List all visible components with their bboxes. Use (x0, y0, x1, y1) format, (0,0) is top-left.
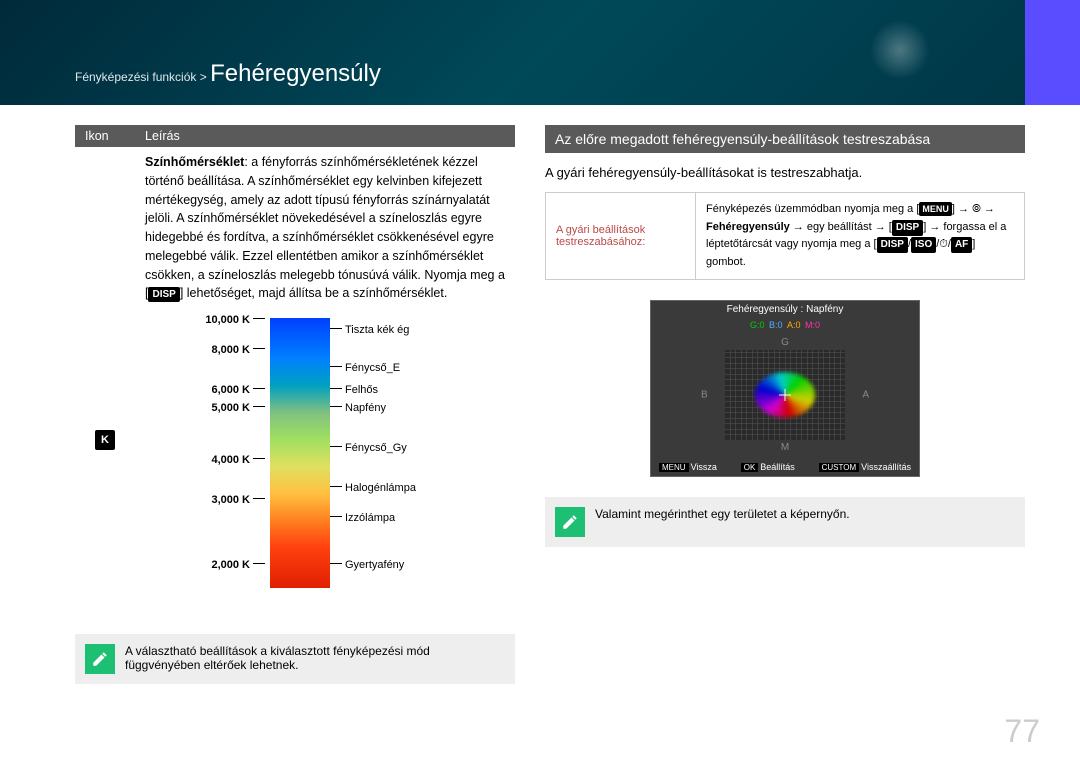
note-text-1: A választható beállítások a kiválasztott… (125, 644, 505, 672)
note-box-2: Valamint megérinthet egy területet a kép… (545, 497, 1025, 547)
temp-desc-label: Halogénlámpa (345, 480, 416, 497)
temp-k-label: 5,000 K (165, 400, 250, 417)
temp-k-label: 6,000 K (165, 382, 250, 399)
menu-button-icon: MENU (919, 202, 952, 216)
temp-k-label: 2,000 K (165, 557, 250, 574)
crosshair-icon (779, 389, 791, 401)
note-text-2: Valamint megérinthet egy területet a kép… (595, 507, 850, 521)
instruction-steps: Fényképezés üzemmódban nyomja meg a [MEN… (696, 193, 1024, 279)
pen-icon (85, 644, 115, 674)
breadcrumb-section: Fényképezési funkciók > (75, 70, 207, 84)
temp-desc-label: Fénycső_Gy (345, 440, 407, 457)
note-box-1: A választható beállítások a kiválasztott… (75, 634, 515, 684)
color-temperature-chart: 10,000 KTiszta kék ég8,000 KFénycső_E6,0… (165, 318, 505, 608)
wb-grid[interactable] (725, 350, 845, 440)
temp-desc-label: Napfény (345, 400, 386, 417)
cam-values: G:0 B:0 A:0 M:0 (651, 318, 919, 332)
camera-icon: ⦾ (972, 203, 981, 215)
temp-k-label: 8,000 K (165, 342, 250, 359)
breadcrumb: Fényképezési funkciók > Fehéregyensúly (75, 60, 381, 88)
description-table: Ikon Leírás K Színhőmérséklet: a fényfor… (75, 125, 515, 614)
desc-bold: Színhőmérséklet (145, 155, 244, 169)
page-number: 77 (1004, 713, 1040, 750)
temp-desc-label: Tiszta kék ég (345, 322, 409, 339)
instruction-label: A gyári beállítások testreszabásához: (546, 193, 696, 279)
intro-text: A gyári fehéregyensúly-beállításokat is … (545, 165, 1025, 180)
cam-footer: MENUVissza OKBeállítás CUSTOMVisszaállít… (651, 458, 919, 476)
col-desc: Leírás (135, 125, 515, 147)
temp-k-label: 10,000 K (165, 312, 250, 329)
desc-end: ] lehetőséget, majd állítsa be a színhőm… (180, 286, 448, 300)
disp-button-icon: DISP (148, 287, 179, 302)
pen-icon (555, 507, 585, 537)
temp-k-label: 3,000 K (165, 492, 250, 509)
camera-preview: Fehéregyensúly : Napfény G:0 B:0 A:0 M:0… (650, 300, 920, 477)
temp-desc-label: Gyertyafény (345, 557, 404, 574)
temp-desc-label: Felhős (345, 382, 378, 399)
desc-text: : a fényforrás színhőmérsékletének kézze… (145, 155, 505, 300)
disp-button-icon: DISP (892, 220, 923, 236)
temp-desc-label: Fénycső_E (345, 360, 400, 377)
cam-title: Fehéregyensúly : Napfény (651, 301, 919, 318)
section-header: Az előre megadott fehéregyensúly-beállít… (545, 125, 1025, 153)
instruction-box: A gyári beállítások testreszabásához: Fé… (545, 192, 1025, 280)
temp-k-label: 4,000 K (165, 452, 250, 469)
temp-gradient-bar (270, 318, 330, 588)
page-title: Fehéregyensúly (210, 60, 381, 87)
kelvin-icon: K (95, 430, 115, 451)
temp-desc-label: Izzólámpa (345, 510, 395, 527)
col-icon: Ikon (75, 125, 135, 147)
